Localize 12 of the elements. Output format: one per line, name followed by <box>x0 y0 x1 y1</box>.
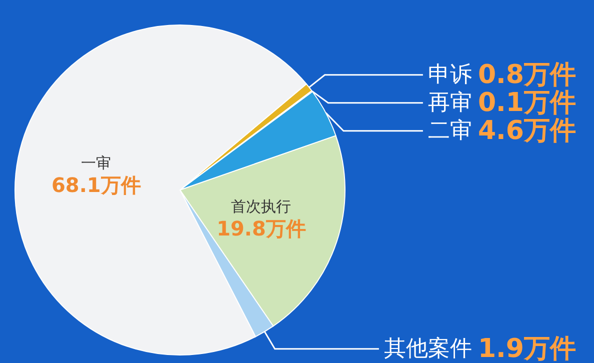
data-label: 1.9万件 <box>478 334 576 363</box>
slice-label: 一审 <box>81 154 112 172</box>
data-label: 19.8万件 <box>216 216 306 241</box>
slice-label: 申诉 <box>428 62 472 88</box>
slice-label: 再审 <box>428 90 472 116</box>
data-label: 0.1万件 <box>478 88 576 118</box>
data-label: 4.6万件 <box>478 116 576 146</box>
slice-label: 其他案件 <box>384 336 472 362</box>
slice-label: 二审 <box>428 118 472 144</box>
data-label: 68.1万件 <box>52 173 141 198</box>
slice-label: 首次执行 <box>231 198 292 216</box>
data-label: 0.8万件 <box>478 60 576 90</box>
